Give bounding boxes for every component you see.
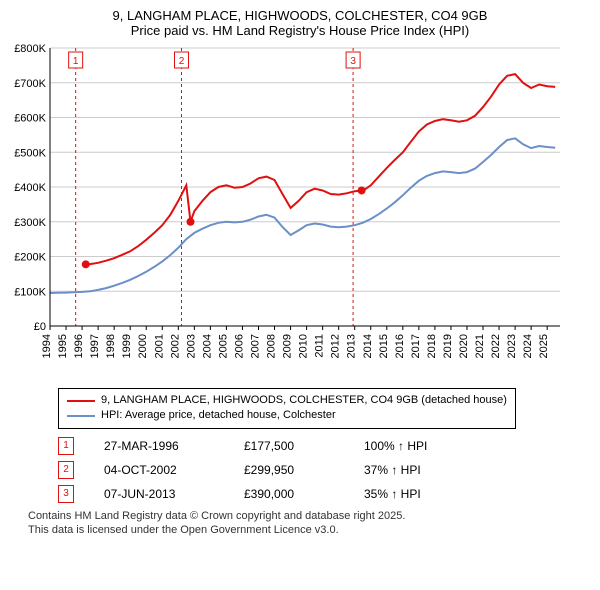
sale-marker — [82, 260, 90, 268]
svg-text:2015: 2015 — [378, 334, 390, 358]
svg-text:1995: 1995 — [57, 334, 69, 358]
legend-swatch — [67, 400, 95, 402]
event-delta: 100% ↑ HPI — [364, 439, 427, 453]
event-price: £299,950 — [244, 463, 334, 477]
svg-text:2008: 2008 — [266, 334, 278, 358]
event-row: 3 07-JUN-2013 £390,000 35% ↑ HPI — [58, 485, 592, 503]
svg-text:£700K: £700K — [14, 78, 46, 90]
legend-item: 9, LANGHAM PLACE, HIGHWOODS, COLCHESTER,… — [67, 393, 507, 408]
event-delta: 37% ↑ HPI — [364, 463, 421, 477]
price-chart: £0 £100K £200K £300K £400K £500K £600K £700K £80… — [8, 42, 564, 382]
footer: Contains HM Land Registry data © Crown c… — [28, 509, 592, 538]
footer-line-1: Contains HM Land Registry data © Crown c… — [28, 509, 592, 523]
event-price: £177,500 — [244, 439, 334, 453]
legend-label: HPI: Average price, detached house, Colc… — [101, 408, 336, 423]
svg-text:2009: 2009 — [282, 334, 294, 358]
svg-text:2006: 2006 — [233, 334, 245, 358]
legend: 9, LANGHAM PLACE, HIGHWOODS, COLCHESTER,… — [58, 388, 516, 429]
svg-text:1: 1 — [73, 56, 79, 67]
svg-text:2016: 2016 — [394, 334, 406, 358]
event-date: 27-MAR-1996 — [104, 439, 214, 453]
legend-item: HPI: Average price, detached house, Colc… — [67, 408, 507, 423]
svg-text:£0: £0 — [34, 321, 46, 333]
legend-swatch — [67, 415, 95, 417]
event-marker: 3 — [58, 485, 74, 503]
event-price: £390,000 — [244, 487, 334, 501]
chart-title-block: 9, LANGHAM PLACE, HIGHWOODS, COLCHESTER,… — [8, 8, 592, 38]
svg-text:£100K: £100K — [14, 286, 46, 298]
svg-text:2018: 2018 — [426, 334, 438, 358]
event-marker: 2 — [58, 461, 74, 479]
legend-label: 9, LANGHAM PLACE, HIGHWOODS, COLCHESTER,… — [101, 393, 507, 408]
event-marker: 1 — [58, 437, 74, 455]
event-row: 1 27-MAR-1996 £177,500 100% ↑ HPI — [58, 437, 592, 455]
svg-text:3: 3 — [350, 56, 356, 67]
svg-text:2014: 2014 — [362, 334, 374, 358]
svg-text:2000: 2000 — [137, 334, 149, 358]
svg-text:2022: 2022 — [490, 334, 502, 358]
svg-text:2003: 2003 — [185, 334, 197, 358]
svg-text:2001: 2001 — [153, 334, 165, 358]
svg-text:1994: 1994 — [41, 334, 53, 358]
svg-text:1999: 1999 — [121, 334, 133, 358]
event-row: 2 04-OCT-2002 £299,950 37% ↑ HPI — [58, 461, 592, 479]
svg-text:£500K: £500K — [14, 147, 46, 159]
svg-text:1996: 1996 — [73, 334, 85, 358]
svg-text:£800K: £800K — [14, 43, 46, 55]
svg-text:2024: 2024 — [522, 334, 534, 358]
footer-line-2: This data is licensed under the Open Gov… — [28, 523, 592, 537]
svg-text:2025: 2025 — [538, 334, 550, 358]
svg-text:2002: 2002 — [169, 334, 181, 358]
svg-text:2010: 2010 — [298, 334, 310, 358]
svg-text:2020: 2020 — [458, 334, 470, 358]
svg-text:2021: 2021 — [474, 334, 486, 358]
sale-marker — [358, 186, 366, 194]
event-delta: 35% ↑ HPI — [364, 487, 421, 501]
svg-text:£200K: £200K — [14, 252, 46, 264]
title-line-1: 9, LANGHAM PLACE, HIGHWOODS, COLCHESTER,… — [8, 8, 592, 23]
sale-marker — [186, 218, 194, 226]
event-date: 07-JUN-2013 — [104, 487, 214, 501]
svg-text:2004: 2004 — [201, 334, 213, 358]
svg-text:2005: 2005 — [217, 334, 229, 358]
svg-text:2017: 2017 — [410, 334, 422, 358]
event-date: 04-OCT-2002 — [104, 463, 214, 477]
svg-text:1997: 1997 — [89, 334, 101, 358]
svg-text:1998: 1998 — [105, 334, 117, 358]
svg-text:£400K: £400K — [14, 182, 46, 194]
svg-text:2023: 2023 — [506, 334, 518, 358]
svg-text:2: 2 — [179, 56, 185, 67]
events-table: 1 27-MAR-1996 £177,500 100% ↑ HPI 2 04-OCT-20… — [58, 437, 592, 503]
svg-text:£600K: £600K — [14, 113, 46, 125]
svg-text:2019: 2019 — [442, 334, 454, 358]
svg-text:£300K: £300K — [14, 217, 46, 229]
svg-text:2011: 2011 — [314, 334, 326, 358]
svg-text:2012: 2012 — [330, 334, 342, 358]
svg-text:2007: 2007 — [249, 334, 261, 358]
svg-text:2013: 2013 — [346, 334, 358, 358]
title-line-2: Price paid vs. HM Land Registry's House … — [8, 23, 592, 38]
